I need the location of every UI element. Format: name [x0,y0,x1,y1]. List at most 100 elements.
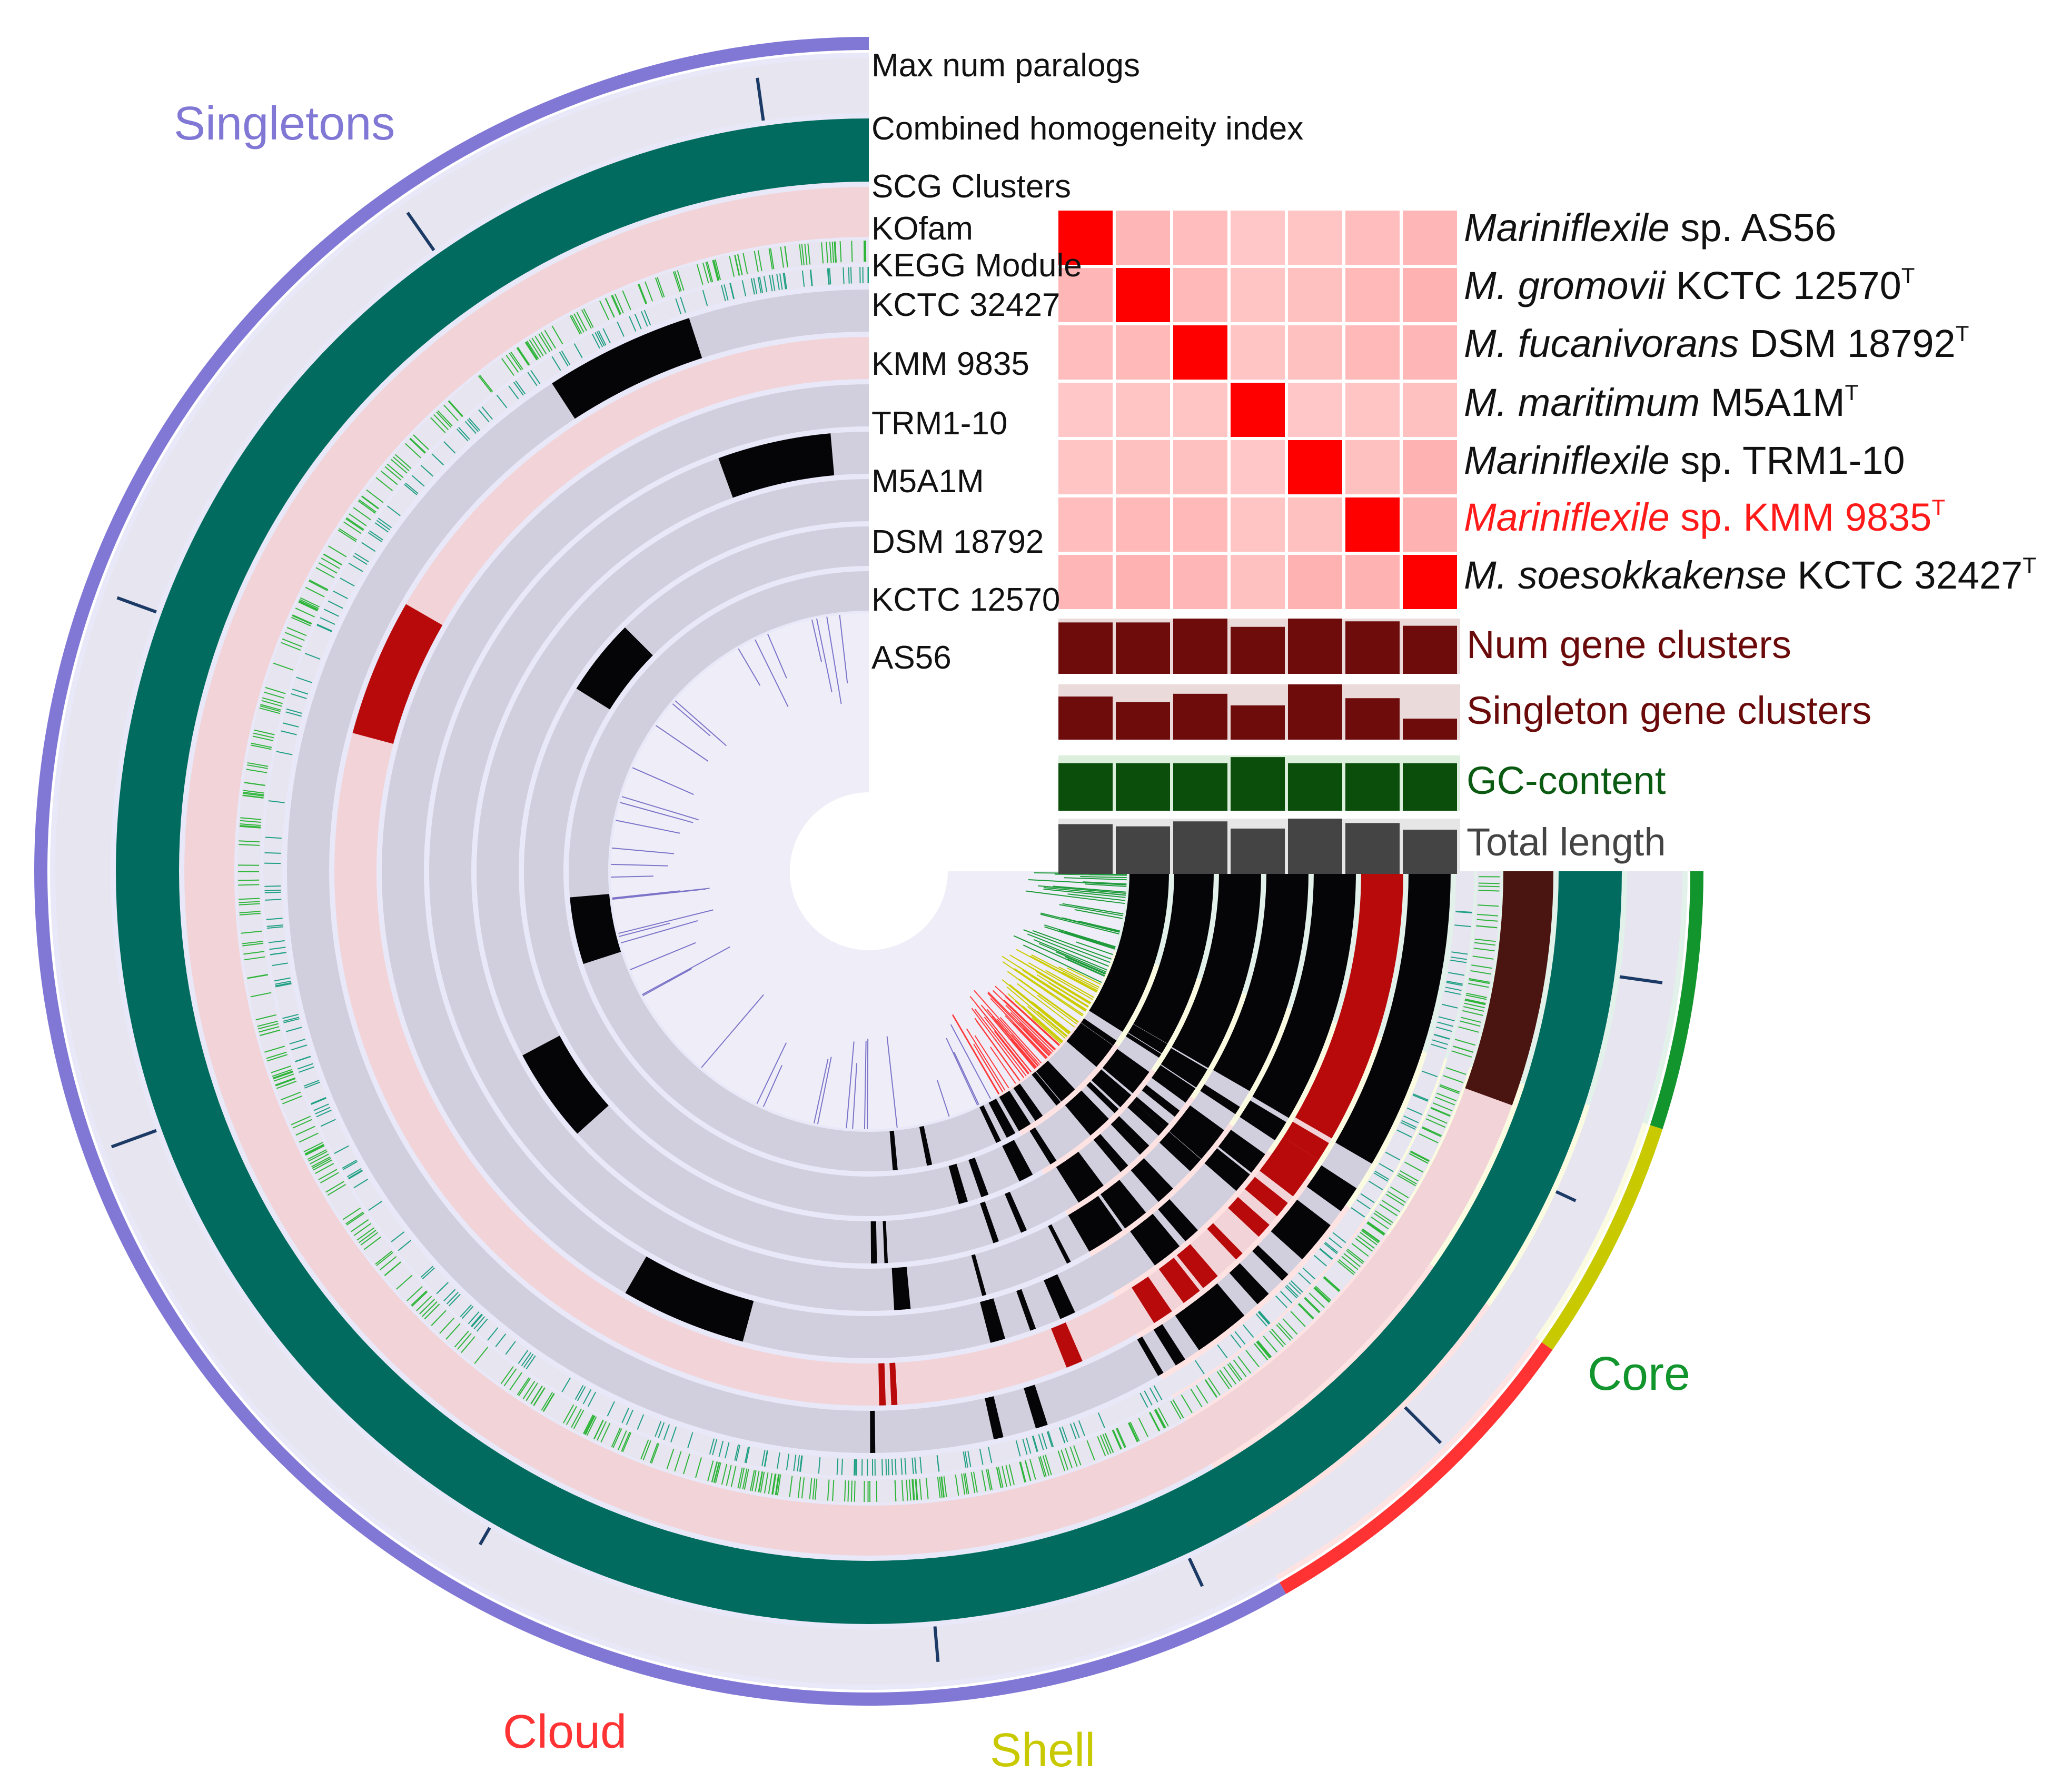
bin-label-singletons: Singletons [174,97,395,150]
ani-cell [1116,497,1170,552]
ani-cell [1116,325,1170,380]
ani-cell [1116,211,1170,265]
species-type-marker: T [1956,321,1969,346]
bar-layer-bar [1231,705,1285,740]
ani-cell [1288,440,1342,494]
ani-cell [1231,497,1285,552]
kegg-tick [843,267,844,284]
species-strain: sp. KMM 9835 [1670,495,1932,539]
kofam-tick [1479,883,1500,884]
species-genus: M. soesokkakense [1464,553,1787,597]
kofam-tick [238,880,259,881]
ani-cell [1116,440,1170,494]
species-label-kctc-12570: M. gromovii KCTC 12570T [1464,263,1915,307]
ani-cell [1403,383,1457,437]
ani-cell [1173,268,1227,322]
kegg-tick [854,1459,855,1476]
ani-cell [1403,440,1457,494]
bar-layer-bar [1116,622,1170,674]
bar-layer-bar [1173,694,1227,740]
species-strain: KCTC 32427 [1787,553,2023,597]
bar-layer-bar [1058,622,1113,674]
ani-cell [1173,497,1227,552]
kofam-tick [851,1481,852,1502]
species-strain: sp. AS56 [1670,206,1837,250]
ani-cell [1173,211,1227,265]
bin-label-cloud: Cloud [503,1706,627,1758]
kegg-tick [265,892,281,893]
species-label-as56: Mariniflexile sp. AS56 [1464,206,1836,250]
species-type-marker: T [1931,495,1945,520]
bar-layer-bar [1231,757,1285,811]
layer-label-m5a1m: M5A1M [871,463,984,500]
species-strain: sp. TRM1-10 [1670,439,1905,482]
bar-layer-bar [1345,621,1400,674]
bar-layer-bar [1288,819,1342,874]
bar-layer-bar [1231,627,1285,674]
kofam-tick [1479,886,1500,887]
bar-layer-bar [1288,684,1342,740]
ani-cell [1403,325,1457,380]
ani-cell [1173,325,1227,380]
bar-label-singleton-gene-clusters: Singleton gene clusters [1466,689,1871,732]
ani-cell [1058,440,1113,494]
ani-cell [1116,555,1170,609]
bar-label-gc-content: GC-content [1466,759,1666,802]
ani-cell [1288,555,1342,609]
layer-label-max-num-paralogs: Max num paralogs [871,47,1140,84]
ani-cell [1231,268,1285,322]
species-genus: Mariniflexile [1464,206,1670,250]
bin-label-shell: Shell [990,1724,1095,1777]
bar-layer-bar [1403,763,1457,811]
ani-cell [1403,211,1457,265]
bar-layer-bar [1058,696,1113,740]
ani-cell [1058,383,1113,437]
species-label-kmm-9835: Mariniflexile sp. KMM 9835T [1464,495,1945,539]
kegg-tick [892,1459,893,1475]
species-type-marker: T [1845,380,1859,405]
bar-layer-bar [1288,619,1342,674]
kegg-tick [888,1459,889,1475]
bar-layer-bar [1403,626,1457,674]
ani-cell [1058,497,1113,552]
species-label-trm1-10: Mariniflexile sp. TRM1-10 [1464,439,1905,482]
ani-cell [1345,440,1400,494]
bar-layer-bar [1173,821,1227,874]
layer-label-kctc-32427: KCTC 32427 [871,287,1060,323]
bar-layer-bar [1403,719,1457,740]
species-type-marker: T [2023,553,2036,578]
kegg-tick [264,886,281,887]
bar-layer-bar [1116,763,1170,811]
ani-cell [1288,497,1342,552]
ani-cell [1403,268,1457,322]
species-label-m5a1m: M. maritimum M5A1MT [1464,380,1858,424]
species-genus: M. gromovii [1464,264,1667,307]
ani-cell [1173,383,1227,437]
ani-cell [1345,325,1400,380]
kofam-tick [1478,890,1499,891]
ani-cell [1288,268,1342,322]
kegg-tick [882,1459,883,1476]
layer-label-scg-clusters: SCG Clusters [871,168,1071,205]
bar-layer-bar [1403,830,1457,874]
tree-branch [867,1039,868,1129]
ani-cell [1058,555,1113,609]
ani-cell [1345,555,1400,609]
ani-cell [1288,211,1342,265]
bar-layer-bar [1345,698,1400,740]
species-label-dsm-18792: M. fucanivorans DSM 18792T [1464,321,1969,365]
layer-label-kctc-12570: KCTC 12570 [871,582,1060,618]
ani-cell [1058,325,1113,380]
layer-label-kmm-9835: KMM 9835 [871,346,1029,382]
bar-layer-bar [1231,829,1285,874]
ani-cell [1231,440,1285,494]
ani-cell [1345,383,1400,437]
ani-cell [1173,555,1227,609]
bar-layer-bar [1173,619,1227,674]
species-strain: DSM 18792 [1739,322,1955,365]
ani-cell [1231,383,1285,437]
ani-heatmap [1058,211,1457,609]
cloud-presence-block [870,1411,875,1453]
bar-layer-bar [1116,702,1170,740]
